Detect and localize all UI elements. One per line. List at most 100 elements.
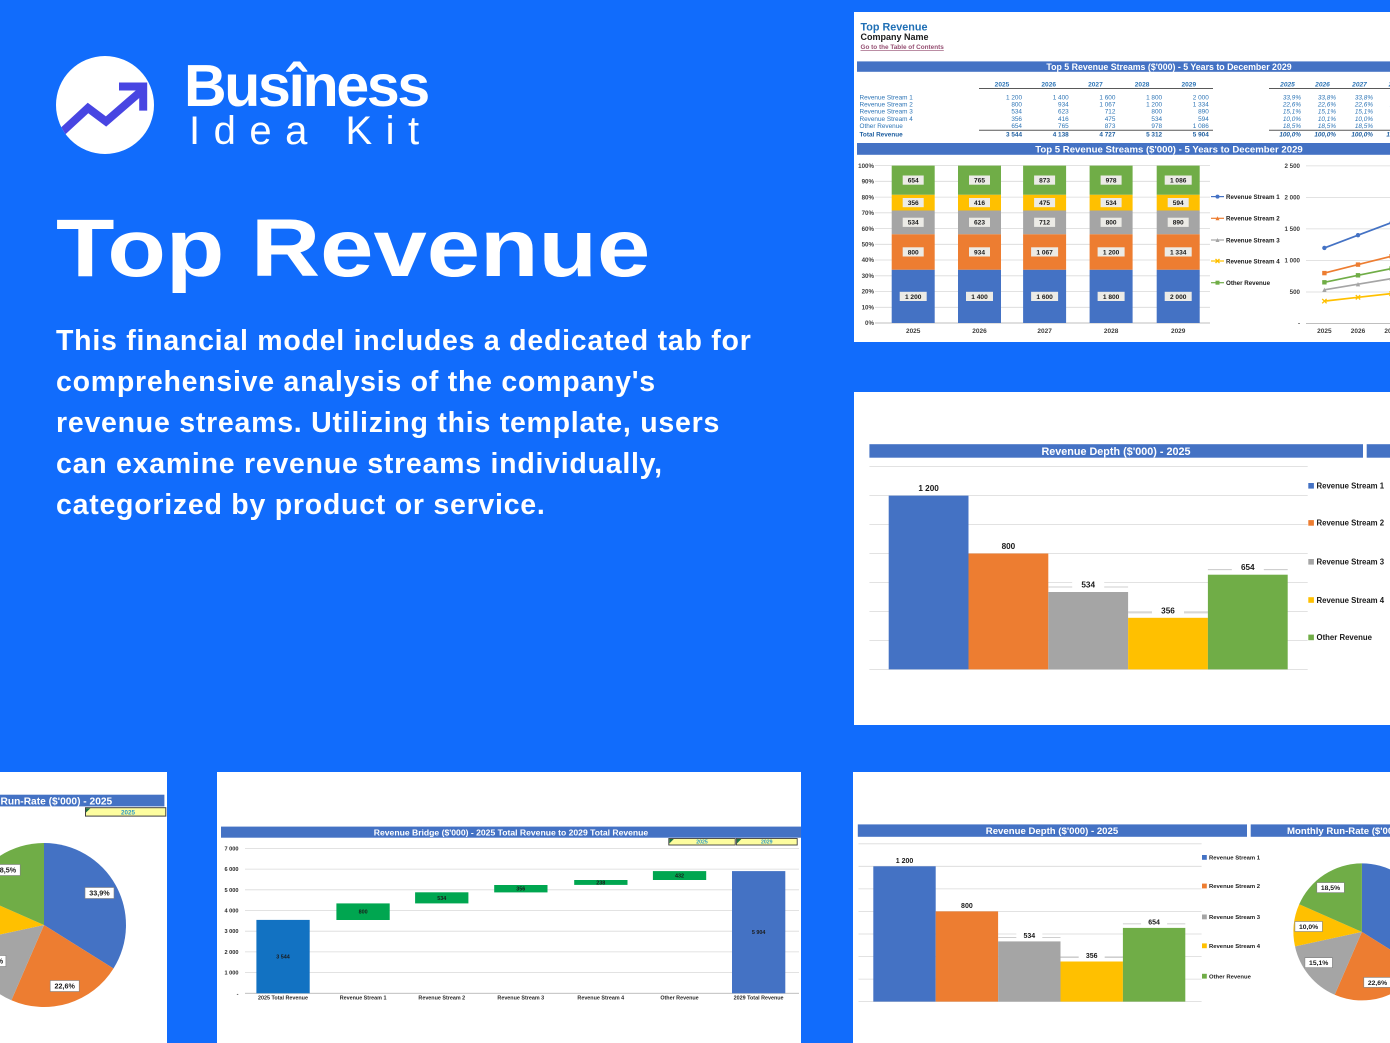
svg-text:432: 432 (675, 874, 684, 880)
svg-text:40%: 40% (862, 257, 875, 264)
svg-text:873: 873 (1039, 178, 1050, 185)
svg-text:33,8%: 33,8% (1318, 95, 1336, 102)
svg-text:100,0%: 100,0% (1314, 132, 1336, 139)
svg-text:Revenue Stream 3: Revenue Stream 3 (1317, 558, 1385, 567)
svg-text:654: 654 (1241, 563, 1255, 572)
svg-text:1 800: 1 800 (1103, 294, 1120, 301)
svg-text:33,9%: 33,9% (1283, 95, 1301, 102)
svg-text:8,5%: 8,5% (0, 866, 17, 875)
svg-text:60%: 60% (862, 226, 875, 233)
svg-text:Revenue Stream 1: Revenue Stream 1 (340, 996, 387, 1002)
svg-text:Company Name: Company Name (861, 32, 929, 42)
svg-text:15,1%: 15,1% (1283, 109, 1301, 116)
svg-text:80%: 80% (862, 194, 875, 201)
svg-text:1 086: 1 086 (1170, 178, 1187, 185)
svg-text:Go to the Table of Contents: Go to the Table of Contents (861, 44, 945, 51)
svg-text:475: 475 (1105, 116, 1116, 123)
svg-text:Other Revenue: Other Revenue (860, 123, 904, 130)
svg-text:2026: 2026 (1041, 82, 1056, 89)
svg-text:2026: 2026 (972, 328, 987, 335)
svg-text:Revenue Stream 4: Revenue Stream 4 (1209, 944, 1261, 950)
svg-text:2025: 2025 (121, 809, 136, 816)
svg-text:1 500: 1 500 (1285, 226, 1301, 233)
svg-text:800: 800 (961, 903, 973, 910)
svg-text:534: 534 (908, 220, 919, 227)
svg-text:1 200: 1 200 (1103, 249, 1120, 256)
svg-text:534: 534 (1011, 109, 1022, 116)
svg-text:Revenue Stream 1: Revenue Stream 1 (860, 95, 914, 102)
svg-text:90%: 90% (862, 179, 875, 186)
svg-text:5 000: 5 000 (225, 888, 239, 894)
svg-text:1 334: 1 334 (1193, 102, 1209, 109)
svg-text:1 400: 1 400 (1053, 95, 1069, 102)
svg-text:873: 873 (1105, 123, 1116, 130)
svg-text:4 000: 4 000 (225, 909, 239, 915)
svg-text:18,5%: 18,5% (1355, 123, 1373, 130)
svg-text:Other Revenue: Other Revenue (660, 996, 698, 1002)
svg-text:Top 5 Revenue Streams ($'000): Top 5 Revenue Streams ($'000) - 5 Years … (1046, 62, 1291, 72)
svg-text:Revenue Stream 3: Revenue Stream 3 (1226, 237, 1280, 244)
svg-text:10,0%: 10,0% (1355, 116, 1373, 123)
svg-text:2 000: 2 000 (225, 950, 239, 956)
svg-text:2028: 2028 (1104, 328, 1119, 335)
svg-text:2 000: 2 000 (1285, 195, 1301, 202)
svg-text:22,6%: 22,6% (55, 982, 76, 991)
svg-text:15,1%: 15,1% (1309, 960, 1328, 967)
svg-text:2028: 2028 (1135, 82, 1150, 89)
svg-text:10,0%: 10,0% (1299, 924, 1318, 931)
svg-text:Revenue Stream 4: Revenue Stream 4 (1317, 596, 1385, 605)
svg-text:534: 534 (1081, 581, 1095, 590)
svg-text:356: 356 (908, 200, 919, 207)
svg-text:5 904: 5 904 (752, 930, 766, 936)
svg-text:Revenue Stream 1: Revenue Stream 1 (1209, 856, 1261, 862)
svg-text:2029: 2029 (761, 840, 773, 846)
svg-text:Run-Rate ($'000) - 2025: Run-Rate ($'000) - 2025 (1, 796, 113, 807)
svg-text:800: 800 (1011, 102, 1022, 109)
svg-text:2027: 2027 (1088, 82, 1103, 89)
svg-text:100,0%: 100,0% (1351, 132, 1373, 139)
svg-text:623: 623 (974, 220, 985, 227)
svg-text:2 000: 2 000 (1193, 95, 1209, 102)
svg-text:2029 Total Revenue: 2029 Total Revenue (734, 996, 784, 1002)
svg-text:100,0%: 100,0% (1279, 132, 1301, 139)
svg-text:100,0%: 100,0% (1386, 132, 1390, 139)
svg-text:356: 356 (1161, 606, 1175, 615)
svg-text:Revenue Stream 2: Revenue Stream 2 (1226, 216, 1280, 223)
svg-text:1 400: 1 400 (971, 294, 988, 301)
svg-text:1%: 1% (0, 957, 4, 966)
svg-text:100%: 100% (858, 163, 874, 170)
svg-text:Revenue Stream 2: Revenue Stream 2 (1209, 884, 1261, 890)
svg-text:Revenue Stream 1: Revenue Stream 1 (1226, 194, 1280, 201)
svg-text:33,8%: 33,8% (1355, 95, 1373, 102)
svg-text:1 086: 1 086 (1193, 123, 1209, 130)
svg-text:890: 890 (1198, 109, 1209, 116)
svg-text:Revenue Depth ($'000) - 2025: Revenue Depth ($'000) - 2025 (986, 826, 1119, 837)
svg-text:33,9%: 33,9% (89, 889, 110, 898)
svg-text:Other Revenue: Other Revenue (1226, 280, 1271, 287)
svg-text:Revenue Depth ($'000) - 2025: Revenue Depth ($'000) - 2025 (1042, 446, 1191, 458)
svg-text:2027: 2027 (1037, 328, 1052, 335)
svg-text:1 600: 1 600 (1036, 294, 1053, 301)
svg-text:1 000: 1 000 (1285, 258, 1301, 265)
svg-text:2026: 2026 (1314, 82, 1330, 89)
svg-text:15,1%: 15,1% (1318, 109, 1336, 116)
svg-text:2027: 2027 (1351, 82, 1367, 89)
svg-text:5 312: 5 312 (1146, 132, 1162, 139)
svg-text:534: 534 (1023, 933, 1035, 940)
svg-text:Top 5 Revenue Streams ($'000): Top 5 Revenue Streams ($'000) - 5 Years … (1035, 145, 1303, 156)
svg-text:50%: 50% (862, 242, 875, 249)
svg-text:20%: 20% (862, 289, 875, 296)
svg-text:Revenue Stream 2: Revenue Stream 2 (860, 102, 914, 109)
svg-text:Revenue Stream 4: Revenue Stream 4 (1226, 258, 1280, 265)
svg-text:712: 712 (1105, 109, 1116, 116)
svg-text:Revenue Bridge ($'000) - 2025: Revenue Bridge ($'000) - 2025 Total Reve… (374, 827, 649, 837)
svg-text:356: 356 (516, 887, 525, 893)
svg-text:22,6%: 22,6% (1282, 102, 1301, 109)
svg-text:765: 765 (1058, 123, 1069, 130)
svg-text:500: 500 (1290, 289, 1301, 296)
svg-text:800: 800 (359, 910, 368, 916)
svg-text:934: 934 (974, 249, 985, 256)
svg-text:15,1%: 15,1% (1355, 109, 1373, 116)
svg-text:978: 978 (1151, 123, 1162, 130)
svg-text:Top Revenue: Top Revenue (861, 22, 928, 34)
